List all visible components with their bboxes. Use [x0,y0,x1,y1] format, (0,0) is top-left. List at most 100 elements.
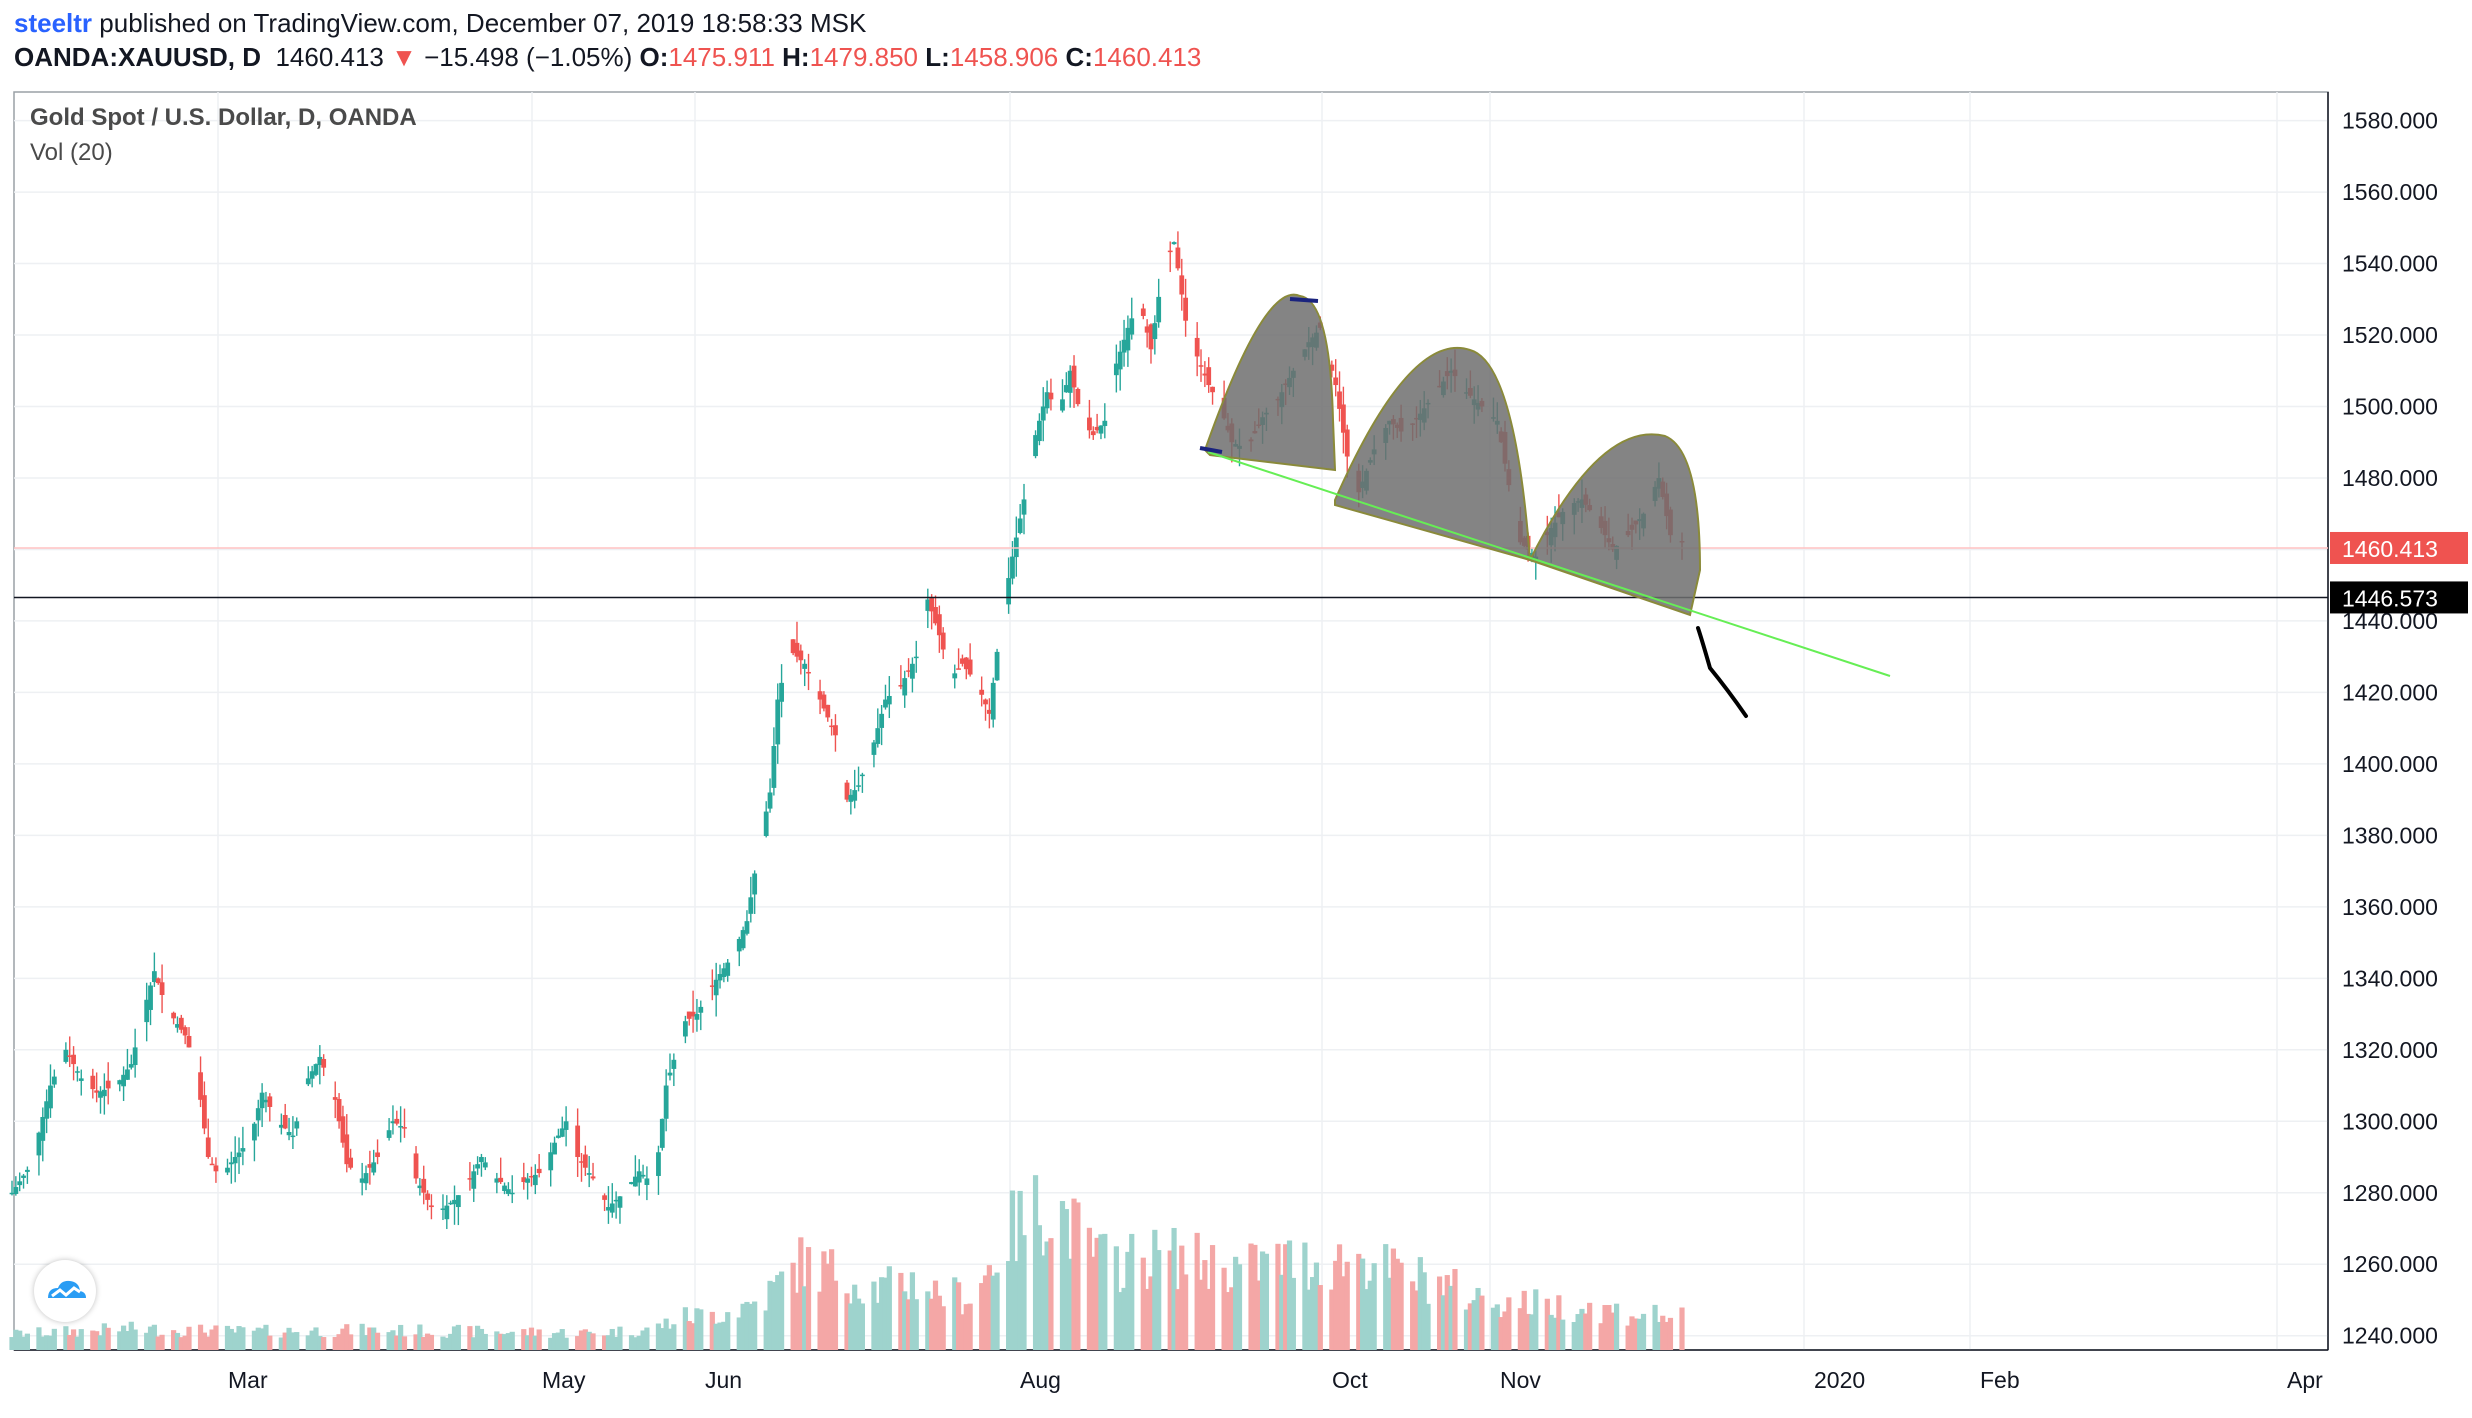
candle-body [48,1085,53,1109]
volume-bar [640,1330,646,1350]
candle-body [886,695,892,705]
volume-bar [290,1332,296,1350]
volume-bar [1048,1238,1054,1350]
y-tick-label: 1560.000 [2342,179,2438,205]
volume-bar [255,1327,261,1350]
author-link[interactable]: steeltr [14,8,93,38]
candle-body [983,699,988,705]
volume-bar [952,1277,958,1350]
volume-bar [124,1331,131,1350]
last-price: 1460.413 [275,42,384,72]
candle-body [902,678,908,696]
candle-body [359,1178,365,1183]
candle-body [844,782,850,800]
candle-body [1337,391,1342,409]
candle-body [586,1173,592,1175]
x-tick-label: Mar [228,1367,268,1393]
volume-bar [1479,1295,1485,1350]
volume-bar [1413,1290,1420,1350]
open-value: 1475.911 [668,42,775,72]
candle-body [94,1090,100,1093]
candle-body [290,1135,296,1138]
volume-bar [228,1328,234,1350]
candle-body [529,1175,534,1178]
candle-body [182,1027,188,1036]
volume-bar [528,1327,535,1350]
candle-body [336,1099,342,1122]
volume-bar [186,1326,192,1350]
volume-bar [63,1326,69,1350]
candle-body [821,694,827,709]
candle-body [825,704,831,718]
volume-bar [940,1306,946,1350]
candle-body [1329,364,1335,371]
candle-body [952,673,958,679]
y-tick-label: 1240.000 [2342,1323,2438,1349]
volume-bar [1556,1295,1562,1350]
candle-body [617,1196,623,1208]
volume-bar [363,1335,369,1350]
candle-body [967,659,973,675]
volume-bar [40,1336,46,1350]
volume-bar [1125,1251,1131,1350]
candle-body [817,691,823,700]
volume-bar [1660,1315,1666,1350]
volume-bar [232,1332,238,1350]
candle-body [1167,250,1173,253]
x-tick-label: May [542,1367,586,1393]
volume-bar [1175,1289,1181,1350]
candle-body [1333,377,1339,386]
candle-body [413,1153,419,1179]
candle-body [444,1205,450,1220]
candle-body [502,1185,507,1191]
volume-bar [1587,1302,1593,1350]
candle-body [686,1011,692,1019]
tradingview-logo-icon[interactable] [34,1260,96,1322]
volume-bar [1283,1244,1289,1350]
volume-bar [1259,1251,1266,1350]
candle-body [367,1164,373,1168]
drawing-shapes [1203,293,1702,617]
candle-body [132,1047,138,1066]
volume-bar [590,1333,596,1350]
volume-bar [1475,1287,1481,1350]
trendline-neckline [1207,451,1891,677]
candle-body [40,1116,46,1141]
volume-bar [1490,1307,1497,1350]
volume-bar [578,1330,585,1350]
candle-body [155,978,161,984]
volume-bar [982,1275,989,1350]
volume-bar [1533,1289,1539,1350]
volume-bar [1333,1260,1339,1350]
volume-bar [767,1280,773,1350]
volume-bar [748,1303,754,1350]
candle-body [90,1075,96,1090]
candle-body [790,639,796,654]
candle-body [798,650,804,661]
volume-bar [401,1336,408,1350]
candle-body [794,642,800,657]
candle-body [525,1178,531,1183]
volume-bar [97,1335,104,1350]
volume-bar [848,1303,854,1350]
volume-bar [1560,1319,1566,1350]
volume-bar [90,1330,96,1350]
volume-bar [1613,1303,1620,1350]
candle-body [748,897,754,914]
candle-body [294,1121,300,1129]
volume-bar [51,1328,57,1350]
volume-bar [690,1323,696,1350]
volume-bar [617,1326,623,1350]
volume-bar [471,1337,477,1350]
y-tick-label: 1340.000 [2342,965,2438,991]
volume-bar [740,1303,746,1350]
candle-body [1102,420,1108,427]
volume-bar [78,1329,84,1350]
volume-bar [498,1333,504,1350]
volume-bar [1386,1277,1393,1350]
volume-bar [1086,1227,1093,1350]
volume-bar [555,1332,562,1350]
volume-bar [240,1327,246,1350]
volume-bar [1148,1276,1154,1350]
